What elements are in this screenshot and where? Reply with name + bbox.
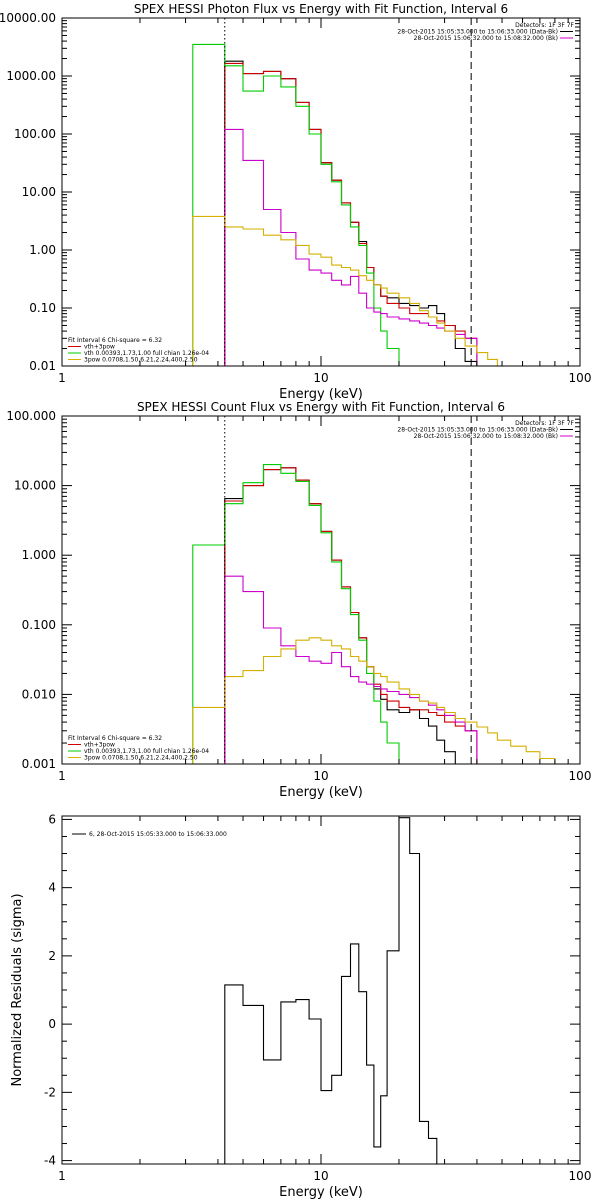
x-axis-label: Energy (keV)	[279, 785, 363, 800]
legend-entry: 28-Oct-2015 15:05:33.000 to 15:06:33.000…	[397, 427, 558, 434]
legend-entry: 3pow 0.0708,1.50,6.21,2.24,400,2.50	[84, 357, 198, 364]
x-axis-label: Energy (keV)	[279, 387, 363, 402]
x-tick-label: 10	[313, 371, 328, 385]
plot-area	[192, 464, 569, 764]
y-tick-label: 10.000	[14, 479, 56, 493]
y-tick-label: 2	[48, 949, 56, 963]
x-tick-label: 10	[313, 769, 328, 783]
legend-entry: vth+3pow	[84, 344, 115, 351]
y-tick-label: 100.00	[14, 127, 56, 141]
legend-entry: 3pow 0.0708,1.50,6.21,2.24,400,2.50	[84, 755, 198, 762]
series-line-5	[192, 637, 569, 764]
x-tick-label: 1	[58, 1169, 66, 1183]
plot-area	[224, 817, 478, 1164]
legend-entry: Detectors: 1F 3F 7F	[515, 420, 574, 427]
y-tick-label: 100.000	[6, 409, 56, 423]
y-tick-label: -2	[44, 1085, 56, 1099]
x-tick-label: 100	[569, 769, 592, 783]
legend-entry: Fit Interval 6 Chi-square = 6.32	[68, 735, 162, 742]
y-tick-label: 0.01	[29, 359, 56, 373]
y-axis-label: Normalized Residuals (sigma)	[10, 893, 25, 1086]
y-tick-label: 10000.00	[0, 11, 56, 25]
y-tick-label: 4	[48, 881, 56, 895]
plot-area	[192, 43, 512, 366]
y-tick-label: 1000.00	[6, 69, 56, 83]
series-line-4	[224, 575, 478, 764]
chart-title: SPEX HESSI Photon Flux vs Energy with Fi…	[134, 2, 508, 16]
y-tick-label: 0.010	[22, 687, 56, 701]
y-tick-label: 10.00	[22, 185, 56, 199]
legend-entry: 28-Oct-2015 15:06:32.000 to 15:08:32.000…	[414, 433, 558, 440]
legend-entry: 6, 28-Oct-2015 15:05:33.000 to 15:06:33.…	[89, 831, 227, 838]
series-line-1	[224, 817, 478, 1164]
x-tick-label: 1	[58, 769, 66, 783]
series-line-4	[224, 128, 478, 366]
series-line-1	[224, 467, 466, 764]
x-tick-label: 100	[569, 371, 592, 385]
y-tick-label: 0	[48, 1017, 56, 1031]
x-axis-label: Energy (keV)	[279, 1185, 363, 1200]
chart-title: SPEX HESSI Count Flux vs Energy with Fit…	[137, 400, 505, 414]
y-tick-label: 0.10	[29, 301, 56, 315]
plot-frame	[61, 17, 581, 367]
legend-entry: vth+3pow	[84, 742, 115, 749]
y-tick-label: 6	[48, 812, 56, 826]
y-tick-label: 1.000	[22, 548, 56, 562]
legend-entry: Detectors: 1F 3F 7F	[515, 22, 574, 29]
chart-panel-3: 1 10 100 -4 -2 0 2 4 6 Energy (keV) Normalized Res…	[10, 812, 591, 1200]
legend-entry: Fit Interval 6 Chi-square = 6.32	[68, 337, 162, 344]
plot-frame	[61, 815, 581, 1165]
x-tick-label: 10	[313, 1169, 328, 1183]
x-tick-label: 1	[58, 371, 66, 385]
y-tick-label: 0.001	[22, 757, 56, 771]
legend-entry: vth 0.00393,1.73,1.00 full chian 1.26e-0…	[84, 748, 209, 755]
legend-entry: 28-Oct-2015 15:06:32.000 to 15:08:32.000…	[414, 35, 558, 42]
series-line-2	[224, 467, 478, 764]
y-tick-label: 0.100	[22, 618, 56, 632]
legend-entry: 28-Oct-2015 15:05:33.000 to 15:06:33.000…	[397, 29, 558, 36]
chart-panel-2: 1 10 100 0.001 0.010 0.100 1.000 10.000 100.000 S…	[6, 400, 591, 800]
x-tick-label: 100	[569, 1169, 592, 1183]
y-tick-label: -4	[44, 1154, 56, 1168]
plot-frame	[61, 415, 581, 765]
series-line-5	[192, 215, 512, 366]
y-tick-label: 1.00	[29, 243, 56, 257]
series-line-3	[192, 464, 406, 764]
series-line-3	[192, 43, 400, 366]
legend-entry: vth 0.00393,1.73,1.00 full chian 1.26e-0…	[84, 350, 209, 357]
chart-panel-1: 1 10 100 0.01 0.10 1.00 10.00 100.00 1000.00 1000…	[0, 2, 591, 402]
